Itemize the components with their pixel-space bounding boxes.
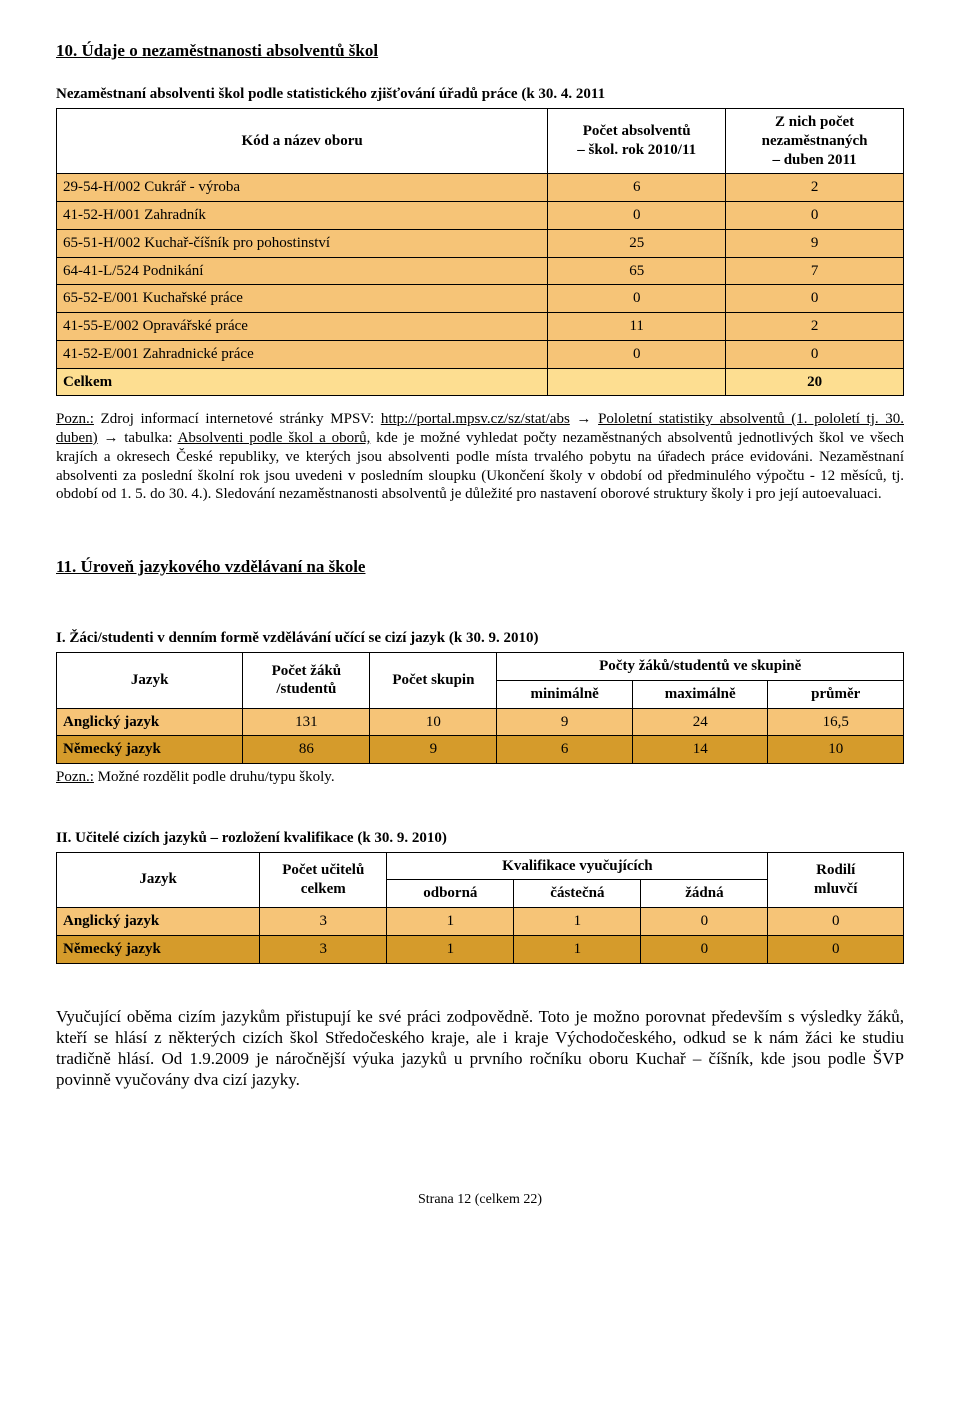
col-min: minimálně <box>497 680 633 708</box>
col-skupin: Počet skupin <box>370 653 497 709</box>
table-header-row: Jazyk Počet žáků /studentů Počet skupin … <box>57 653 904 681</box>
col-pocty: Počty žáků/studentů ve skupině <box>497 653 904 681</box>
table-row: 65-52-E/001 Kuchařské práce 0 0 <box>57 285 904 313</box>
col-pocet-uc: Počet učitelů celkem <box>260 852 387 908</box>
col-max: maximálně <box>632 680 768 708</box>
students-language-table: Jazyk Počet žáků /studentů Počet skupin … <box>56 652 904 764</box>
col-zad: žádná <box>641 880 768 908</box>
table-header-row: Jazyk Počet učitelů celkem Kvalifikace v… <box>57 852 904 880</box>
table-row: 41-52-E/001 Zahradnické práce 0 0 <box>57 340 904 368</box>
table-row: Anglický jazyk 3 1 1 0 0 <box>57 908 904 936</box>
col-rodili: Rodilí mluvčí <box>768 852 904 908</box>
section11-paragraph: Vyučující oběma cizím jazykům přistupují… <box>56 1006 904 1091</box>
page-footer: Strana 12 (celkem 22) <box>56 1191 904 1209</box>
table-row: Německý jazyk 3 1 1 0 0 <box>57 935 904 963</box>
table-row: 41-55-E/002 Opravářské práce 11 2 <box>57 313 904 341</box>
col-kod-nazev: Kód a název oboru <box>57 109 548 174</box>
table-row: 29-54-H/002 Cukrář - výroba 6 2 <box>57 174 904 202</box>
tableI-note: Pozn.: Možné rozdělit podle druhu/typu š… <box>56 768 904 787</box>
table-row: 65-51-H/002 Kuchař-číšník pro pohostinst… <box>57 229 904 257</box>
tableII-caption: II. Učitelé cizích jazyků – rozložení kv… <box>56 829 904 848</box>
section10-intro: Nezaměstnaní absolventi škol podle stati… <box>56 85 904 104</box>
table-total-row: Celkem 20 <box>57 368 904 396</box>
col-jazyk: Jazyk <box>57 653 243 709</box>
col-odb: odborná <box>387 880 514 908</box>
table-row: 64-41-L/524 Podnikání 65 7 <box>57 257 904 285</box>
table-row: Anglický jazyk 131 10 9 24 16,5 <box>57 708 904 736</box>
table-row: 41-52-H/001 Zahradník 0 0 <box>57 202 904 230</box>
section10-title: 10. Údaje o nezaměstnanosti absolventů š… <box>56 40 904 61</box>
col-pocet-abs: Počet absolventů – škol. rok 2010/11 <box>548 109 726 174</box>
col-kvalif: Kvalifikace vyučujících <box>387 852 768 880</box>
col-avg: průměr <box>768 680 904 708</box>
section10-note: Pozn.: Zdroj informací internetové strán… <box>56 410 904 504</box>
tableI-caption: I. Žáci/studenti v denním formě vzdělává… <box>56 629 904 648</box>
col-cast: částečná <box>514 880 641 908</box>
table-row: Německý jazyk 86 9 6 14 10 <box>57 736 904 764</box>
col-pocet-zaku: Počet žáků /studentů <box>243 653 370 709</box>
col-nezamestnanych: Z nich počet nezaměstnaných – duben 2011 <box>726 109 904 174</box>
teachers-language-table: Jazyk Počet učitelů celkem Kvalifikace v… <box>56 852 904 964</box>
section11-title: 11. Úroveň jazykového vzdělávaní na škol… <box>56 556 904 577</box>
col-jazyk: Jazyk <box>57 852 260 908</box>
table-header-row: Kód a název oboru Počet absolventů – ško… <box>57 109 904 174</box>
unemployment-table: Kód a název oboru Počet absolventů – ško… <box>56 108 904 396</box>
